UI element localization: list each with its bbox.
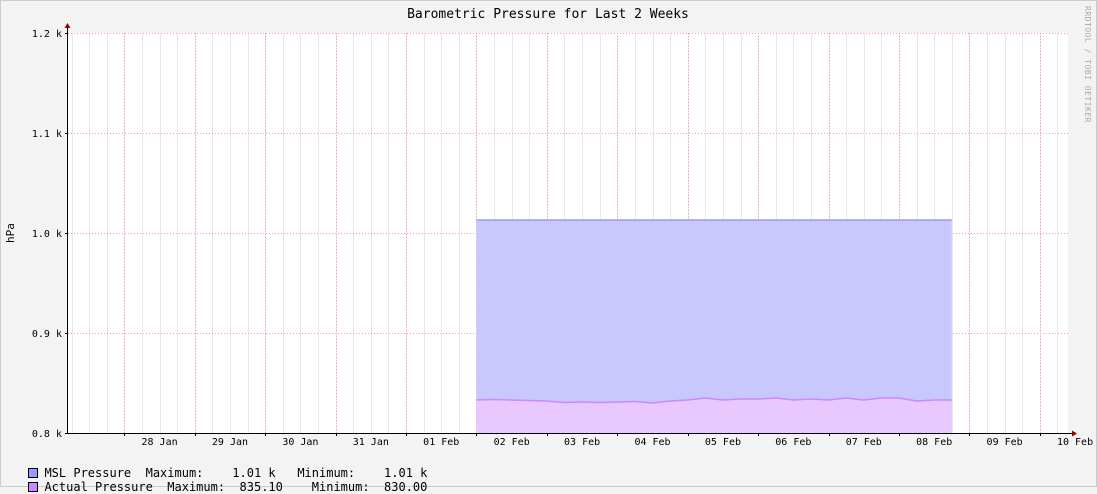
x-axis-arrow [1072, 430, 1077, 437]
x-tick-label: 28 Jan [141, 437, 177, 448]
x-tick-label: 31 Jan [353, 437, 389, 448]
x-tick-label: 05 Feb [705, 437, 741, 448]
series-lines [476, 219, 952, 404]
legend-stats-msl: Maximum: 1.01 k Minimum: 1.01 k [145, 466, 428, 480]
x-tick-label: 09 Feb [987, 437, 1023, 448]
x-tick-label: 04 Feb [634, 437, 670, 448]
legend-swatch-actual [28, 482, 39, 492]
x-tick-label: 10 Feb [1057, 437, 1093, 448]
x-tick-labels: 28 Jan 29 Jan 30 Jan 31 Jan 01 Feb 02 Feb 03 F… [141, 437, 1093, 448]
y-tick-label: 0.8 k [32, 429, 62, 440]
axes [64, 23, 1077, 437]
x-tick-label: 01 Feb [423, 437, 459, 448]
legend-label-msl: MSL Pressure [44, 466, 132, 480]
y-tick-label: 1.2 k [32, 29, 62, 40]
y-tick-labels: 0.8 k 0.9 k 1.0 k 1.1 k 1.2 k [32, 29, 62, 440]
series-area-msl-pressure [476, 220, 952, 433]
rrdtool-watermark: RRDTOOL / TOBI OETIKER [1083, 6, 1092, 123]
legend-swatch-msl [28, 468, 39, 478]
legend-item-msl: MSL Pressure Maximum: 1.01 k Minimum: 1.… [14, 452, 427, 480]
y-axis-arrow [64, 23, 71, 28]
x-tick-label: 29 Jan [212, 437, 248, 448]
x-tick-label: 07 Feb [846, 437, 882, 448]
x-tick-label: 03 Feb [564, 437, 600, 448]
series-area-actual-pressure [476, 398, 952, 433]
y-tick-label: 1.1 k [32, 129, 62, 140]
series-line-actual-pressure [476, 397, 952, 404]
x-tick-label: 02 Feb [494, 437, 530, 448]
legend-stats-actual: Maximum: 835.10 Minimum: 830.00 [167, 480, 428, 494]
y-axis-label: hPa [4, 223, 17, 243]
y-tick-label: 0.9 k [32, 329, 62, 340]
x-tick-label: 30 Jan [282, 437, 318, 448]
legend-item-actual: Actual Pressure Maximum: 835.10 Minimum:… [14, 466, 427, 494]
y-tick-label: 1.0 k [32, 229, 62, 240]
series-areas [476, 220, 952, 433]
chart-title: Barometric Pressure for Last 2 Weeks [407, 7, 689, 22]
x-tick-label: 06 Feb [775, 437, 811, 448]
x-tick-label: 08 Feb [916, 437, 952, 448]
legend-label-actual: Actual Pressure [44, 480, 153, 494]
